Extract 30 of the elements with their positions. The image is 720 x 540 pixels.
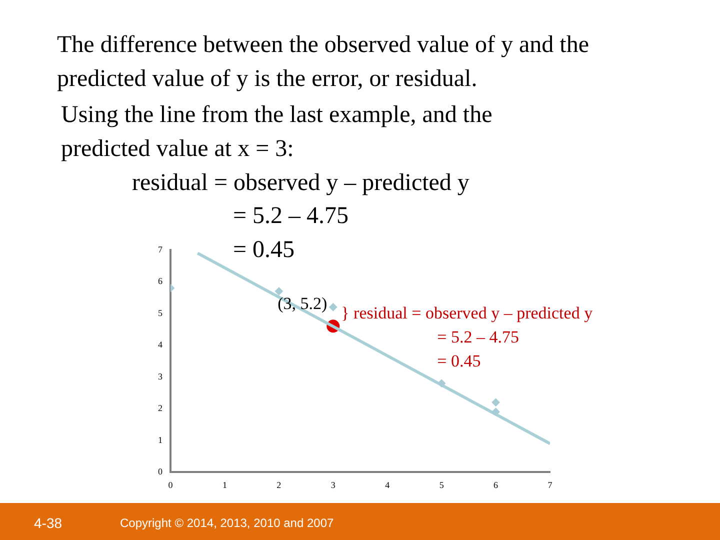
text: residual = observed y – predicted y xyxy=(132,169,470,198)
y-tick-label: 7 xyxy=(158,244,163,254)
y-tick-label: 4 xyxy=(158,340,163,350)
x-tick-label: 4 xyxy=(385,480,390,490)
chart-subtitle: Using the line from the last example, and the predicted value at x = 3: xyxy=(61,101,494,164)
x-tick-label: 6 xyxy=(494,480,499,490)
text: Copyright © 2014, 2013, 2010 and 2007 xyxy=(120,516,334,530)
y-tick-label: 1 xyxy=(158,434,162,445)
text: 4-38 xyxy=(34,515,62,531)
point xyxy=(329,303,338,312)
annotation: (3, 5.2) xyxy=(278,294,328,314)
point xyxy=(438,379,446,388)
chart-title: The difference between the observed value of y and the predicted value of y is the error, or residual. xyxy=(57,31,590,94)
point xyxy=(274,287,283,296)
y-tick-label: 5 xyxy=(158,308,163,318)
y-tick-label: 6 xyxy=(158,276,163,286)
y-tick-label: 3 xyxy=(158,371,163,382)
annotation: = 0.45 xyxy=(233,236,295,265)
x-tick-label: 5 xyxy=(439,480,444,490)
x-tick-label: 0 xyxy=(168,480,174,490)
y-tick-label: 0 xyxy=(158,466,163,477)
text: = 5.2 – 4.75 xyxy=(233,202,349,231)
annotation: } residual = observed y – predicted y = 5.2 – 4.75 = 0.45 xyxy=(341,304,594,371)
x-tick-label: 7 xyxy=(548,480,553,490)
x-tick-label: 1 xyxy=(222,480,227,490)
point xyxy=(492,398,500,406)
x-tick-label: 2 xyxy=(276,480,282,490)
point xyxy=(492,408,500,416)
x-tick-label: 3 xyxy=(330,480,336,490)
y-tick-label: 2 xyxy=(158,403,162,414)
